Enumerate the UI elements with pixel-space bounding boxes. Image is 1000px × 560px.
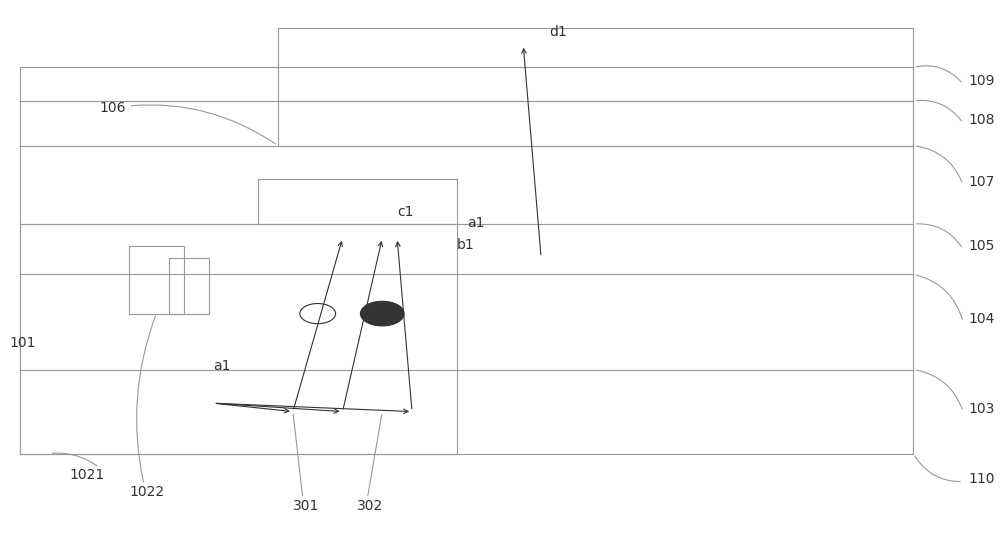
Text: 1021: 1021 [70,468,105,482]
Text: 301: 301 [293,498,319,512]
Bar [169,258,209,314]
Bar [20,224,457,454]
Circle shape [360,301,404,326]
Text: 109: 109 [968,74,995,88]
Text: 106: 106 [99,101,276,144]
Bar [278,28,913,146]
Text: b1: b1 [457,238,474,252]
Text: 107: 107 [968,175,994,189]
Text: a1: a1 [467,216,484,230]
Text: a1: a1 [213,358,231,372]
Bar [129,246,184,314]
Text: c1: c1 [397,204,414,218]
Text: 103: 103 [968,402,994,416]
Text: d1: d1 [549,25,567,39]
Text: 108: 108 [968,114,995,128]
Text: 1022: 1022 [129,484,164,498]
Text: 110: 110 [968,472,995,486]
Text: 105: 105 [968,240,994,254]
Text: 302: 302 [357,498,384,512]
Text: 101: 101 [10,336,36,350]
Text: 104: 104 [968,312,994,326]
